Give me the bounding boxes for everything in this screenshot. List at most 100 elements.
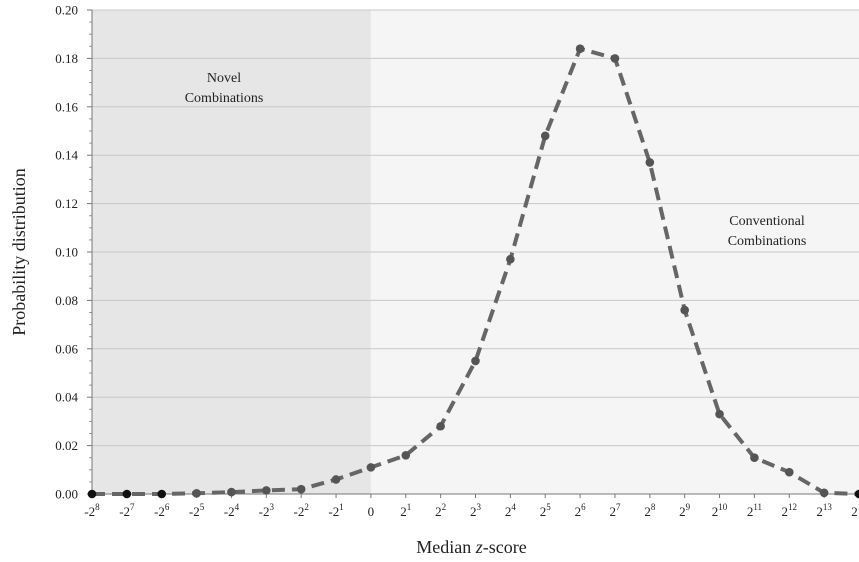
y-tick-label: 0.14 <box>55 148 78 163</box>
data-point <box>680 305 689 315</box>
x-tick-exponent: 1 <box>339 502 344 512</box>
novel-region-label: Combinations <box>185 91 264 106</box>
x-tick-label: -22 <box>294 502 309 519</box>
x-tick-base: -2 <box>294 504 305 519</box>
x-tick-label: 26 <box>575 502 587 519</box>
x-tick-label: -23 <box>259 502 275 519</box>
x-tick-label: -25 <box>189 502 205 519</box>
x-tick-base: 2 <box>575 504 582 519</box>
y-tick-label: 0.04 <box>55 390 78 405</box>
x-tick-label: 28 <box>644 502 656 519</box>
x-tick-exponent: 7 <box>616 502 621 512</box>
y-tick-label: 0.06 <box>55 341 78 356</box>
x-tick-label: 213 <box>816 502 832 519</box>
x-tick-base: 2 <box>851 504 858 519</box>
x-tick-exponent: 7 <box>130 502 135 512</box>
x-tick-base: 2 <box>400 504 407 519</box>
x-tick-exponent: 13 <box>823 502 833 512</box>
y-axis: 0.00 0.02 0.04 0.06 0.08 0.10 0.12 0.14 0.16 0.18… <box>55 3 93 502</box>
x-tick-exponent: 2 <box>442 502 447 512</box>
conventional-region-label: Conventional <box>729 214 805 229</box>
x-tick-base: 2 <box>747 504 754 519</box>
x-tick-exponent: 2 <box>304 502 309 512</box>
data-point <box>262 486 271 495</box>
y-tick-label: 0.02 <box>55 438 78 453</box>
x-tick-exponent: 5 <box>200 502 205 512</box>
data-point <box>87 489 97 499</box>
data-point <box>819 488 829 498</box>
data-point <box>401 450 411 460</box>
x-tick-label: 24 <box>505 502 517 519</box>
y-tick-label: 0.10 <box>55 245 78 260</box>
data-point <box>331 475 341 484</box>
x-tick-base: -2 <box>84 504 95 519</box>
x-tick-label: 23 <box>470 502 482 519</box>
y-tick-label: 0.00 <box>55 487 78 502</box>
x-tick-base: 0 <box>368 504 375 519</box>
data-points <box>87 44 859 499</box>
y-axis-title: Probability distribution <box>9 168 29 336</box>
x-tick-base: 2 <box>816 504 823 519</box>
x-tick-base: -2 <box>328 504 339 519</box>
conventional-region-label: Combinations <box>728 234 807 249</box>
x-tick-label: -26 <box>154 502 170 519</box>
series-line <box>92 46 859 496</box>
data-point <box>715 409 724 419</box>
x-tick-base: -2 <box>189 504 200 519</box>
y-tick-label: 0.20 <box>55 3 78 18</box>
data-point <box>784 467 794 477</box>
x-tick-label: 211 <box>747 502 762 519</box>
x-tick-exponent: 1 <box>407 502 412 512</box>
x-tick-exponent: 11 <box>753 502 762 512</box>
x-tick-exponent: 8 <box>651 502 656 512</box>
x-tick-base: -2 <box>154 504 165 519</box>
x-tick-exponent: 10 <box>718 502 728 512</box>
x-tick-label: -28 <box>84 502 100 519</box>
data-point <box>157 489 167 499</box>
x-tick-exponent: 3 <box>477 502 482 512</box>
data-point <box>436 421 445 431</box>
data-point <box>296 484 306 494</box>
region-labels: Novel Combinations Conventional Combination… <box>185 71 807 249</box>
y-tick-label: 0.16 <box>55 99 78 114</box>
x-tick-label: -24 <box>224 502 240 519</box>
y-tick-label: 0.08 <box>55 293 78 308</box>
x-tick-exponent: 6 <box>581 502 586 512</box>
x-tick-exponent: 4 <box>511 502 516 512</box>
data-point <box>610 54 620 63</box>
x-tick-label: 0 <box>368 504 375 519</box>
x-tick-exponent: 12 <box>788 502 797 512</box>
x-tick-base: -2 <box>224 504 235 519</box>
x-tick-label: 210 <box>712 502 728 519</box>
data-point <box>227 487 236 497</box>
x-tick-base: 2 <box>470 504 477 519</box>
x-tick-base: 2 <box>609 504 616 519</box>
x-tick-base: 2 <box>505 504 512 519</box>
data-point <box>540 131 550 141</box>
x-tick-exponent: 5 <box>546 502 551 512</box>
x-tick-base: 2 <box>679 504 686 519</box>
x-tick-label: 27 <box>609 502 621 519</box>
x-tick-label: -27 <box>119 502 135 519</box>
data-point <box>192 488 201 498</box>
data-point <box>366 463 376 472</box>
x-tick-label: 212 <box>782 502 798 519</box>
data-point <box>471 356 480 366</box>
x-tick-base: -2 <box>119 504 130 519</box>
x-tick-exponent: 4 <box>235 502 240 512</box>
y-tick-label: 0.12 <box>55 196 78 211</box>
x-title-part: -score <box>483 537 527 557</box>
x-tick-label: 22 <box>435 502 446 519</box>
x-tick-base: 2 <box>644 504 651 519</box>
x-title-part: Median <box>416 537 475 557</box>
data-point <box>122 489 132 499</box>
x-axis-title: Median z-score <box>416 537 526 557</box>
novel-region-label: Novel <box>207 71 241 86</box>
data-point <box>750 453 759 463</box>
x-tick-exponent: 9 <box>686 502 691 512</box>
x-tick-exponent: 14 <box>858 502 859 512</box>
x-axis: -28 -27 -26 -25 -24 -23 -22 -21 0 21 22 23 24 25 26 27 2… <box>84 493 859 519</box>
y-tick-label: 0.18 <box>55 51 78 66</box>
data-point <box>506 254 515 264</box>
